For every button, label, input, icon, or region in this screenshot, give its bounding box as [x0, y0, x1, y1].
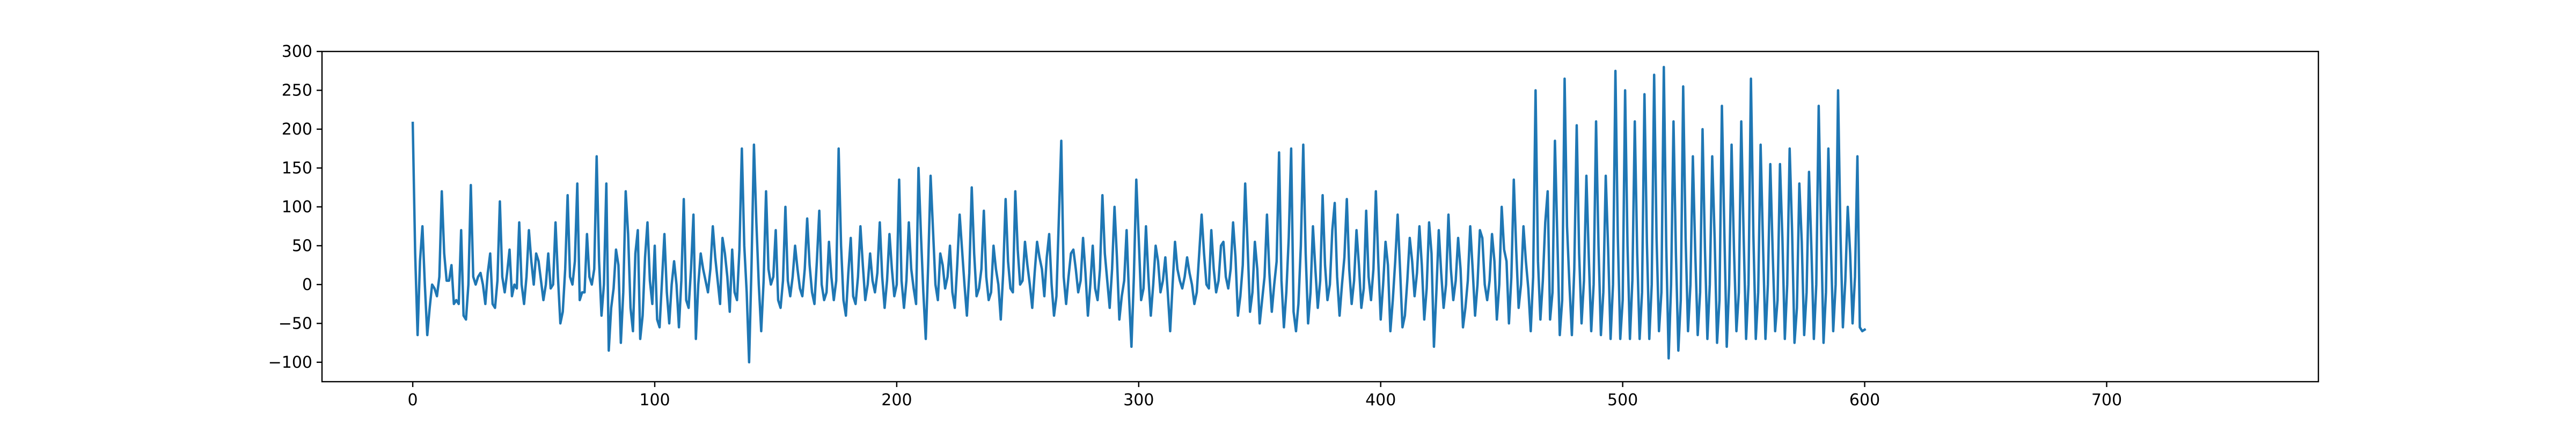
x-tick-label: 300	[1123, 391, 1154, 410]
plot-area	[411, 65, 1867, 364]
x-tick-label: 600	[1849, 391, 1880, 410]
x-tick-label: 200	[881, 391, 912, 410]
x-tick-label: 700	[2091, 391, 2122, 410]
axes-frame	[321, 50, 2319, 383]
y-tick-label: 250	[282, 81, 312, 100]
y-tick-label: 200	[282, 120, 312, 139]
y-tick-label: 50	[292, 236, 312, 255]
y-tick-label: 300	[282, 42, 312, 61]
y-tick-label: 0	[302, 276, 312, 294]
y-tick-label: −100	[268, 353, 312, 372]
y-tick-label: 150	[282, 159, 312, 177]
y-tick-label: 100	[282, 198, 312, 217]
x-tick-label: 100	[639, 391, 670, 410]
x-tick-label: 400	[1365, 391, 1396, 410]
x-tick-label: 500	[1607, 391, 1638, 410]
y-tick-label: −50	[279, 314, 312, 333]
x-tick-label: 0	[408, 391, 418, 410]
series-line-0	[411, 65, 1867, 364]
axes: 0 100 200 300 400 500 600 700 −100 −50 0 50 100 150 20…	[268, 42, 2319, 410]
